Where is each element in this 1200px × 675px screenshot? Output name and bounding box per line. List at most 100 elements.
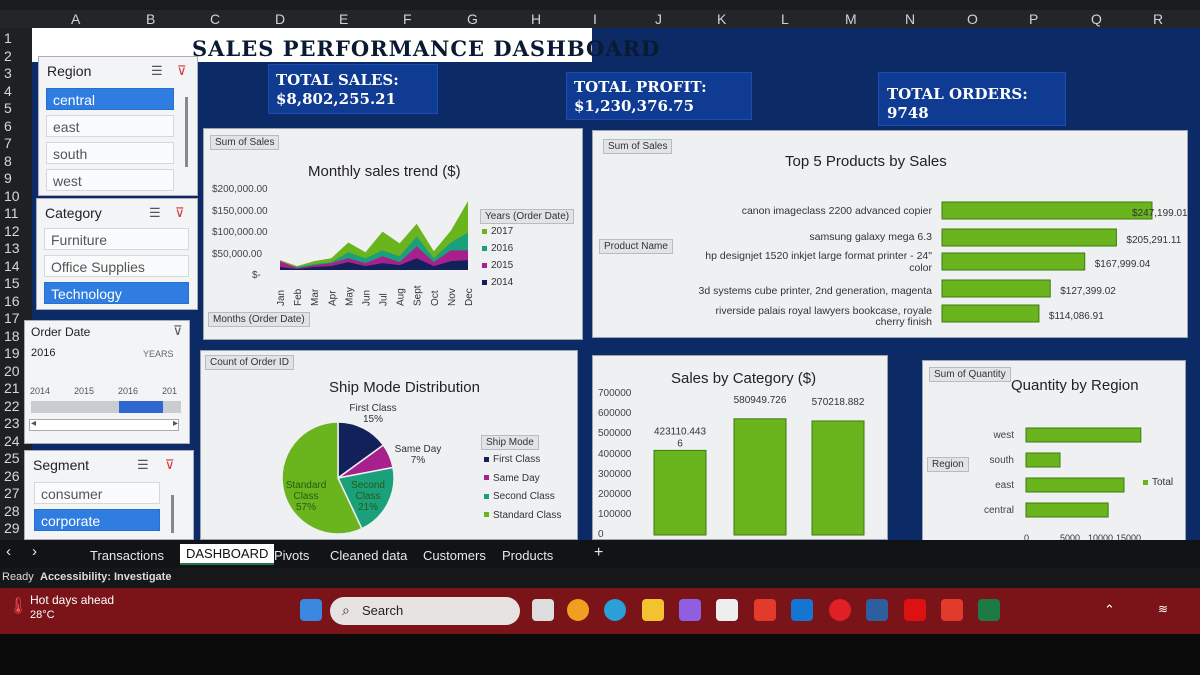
months-axis-pill[interactable]: Months (Order Date) bbox=[208, 312, 310, 327]
sheet-tab-products[interactable]: Products bbox=[502, 548, 554, 563]
row-header-16[interactable]: 16 bbox=[4, 292, 20, 309]
column-header-h[interactable]: H bbox=[531, 11, 542, 27]
sheet-tab-cleaned-data[interactable]: Cleaned data bbox=[330, 548, 408, 563]
sheet-tab-dashboard[interactable]: DASHBOARD bbox=[180, 544, 275, 565]
pdf-icon[interactable] bbox=[904, 599, 926, 621]
column-header-n[interactable]: N bbox=[905, 11, 916, 27]
start-icon[interactable] bbox=[300, 599, 322, 621]
row-header-4[interactable]: 4 bbox=[4, 82, 12, 99]
scroll-right-icon[interactable]: › bbox=[32, 543, 37, 560]
row-header-17[interactable]: 17 bbox=[4, 310, 20, 326]
wifi-icon[interactable]: ≋ bbox=[1158, 602, 1169, 616]
timeline-level-dropdown[interactable]: YEARS bbox=[143, 349, 174, 359]
row-header-18[interactable]: 18 bbox=[4, 327, 20, 344]
slicer-item-technology[interactable]: Technology bbox=[44, 282, 189, 304]
row-header-26[interactable]: 26 bbox=[4, 467, 20, 484]
sum-of-sales-pill[interactable]: Sum of Sales bbox=[210, 135, 280, 150]
row-header-10[interactable]: 10 bbox=[4, 187, 20, 204]
row-header-29[interactable]: 29 bbox=[4, 520, 20, 536]
top5-products-chart[interactable]: Sum of Sales Top 5 Products by Sales Pro… bbox=[592, 130, 1188, 338]
multi-select-icon[interactable]: ☰ bbox=[151, 63, 163, 78]
sum-of-quantity-pill[interactable]: Sum of Quantity bbox=[929, 367, 1011, 382]
add-sheet-icon[interactable]: + bbox=[594, 544, 604, 561]
slicer-item-consumer[interactable]: consumer bbox=[34, 482, 160, 504]
sheet-tab-pivots[interactable]: Pivots bbox=[274, 548, 310, 563]
row-header-13[interactable]: 13 bbox=[4, 240, 20, 256]
slicer-item-east[interactable]: east bbox=[46, 115, 174, 137]
scroll-left-icon[interactable]: ‹ bbox=[6, 543, 11, 560]
row-header-28[interactable]: 28 bbox=[4, 502, 20, 519]
task-view-icon[interactable] bbox=[532, 599, 554, 621]
row-header-25[interactable]: 25 bbox=[4, 450, 20, 466]
multi-select-icon[interactable]: ☰ bbox=[137, 457, 149, 472]
count-of-order-id-pill[interactable]: Count of Order ID bbox=[205, 355, 294, 370]
scroll-left-icon[interactable]: ◂ bbox=[31, 418, 37, 429]
accessibility-status[interactable]: Accessibility: Investigate bbox=[40, 571, 172, 583]
excel-icon[interactable] bbox=[978, 599, 1000, 621]
multi-select-icon[interactable]: ☰ bbox=[149, 205, 161, 220]
column-header-a[interactable]: A bbox=[71, 11, 81, 27]
timeline-year-2014[interactable]: 2014 bbox=[30, 386, 51, 396]
row-header-23[interactable]: 23 bbox=[4, 415, 20, 431]
timeline-scrollbar[interactable] bbox=[29, 419, 179, 431]
row-header-12[interactable]: 12 bbox=[4, 222, 20, 239]
column-header-d[interactable]: D bbox=[275, 11, 286, 27]
clear-filter-icon[interactable]: ⊽ bbox=[173, 323, 183, 338]
clear-filter-icon[interactable]: ⊽ bbox=[165, 457, 175, 472]
row-header-22[interactable]: 22 bbox=[4, 397, 20, 414]
slicer-item-west[interactable]: west bbox=[46, 169, 174, 191]
column-header-l[interactable]: L bbox=[781, 11, 789, 27]
timeline-year-2015[interactable]: 2015 bbox=[74, 386, 95, 396]
slicer-item-furniture[interactable]: Furniture bbox=[44, 228, 189, 250]
row-header-27[interactable]: 27 bbox=[4, 485, 20, 501]
product-name-pill[interactable]: Product Name bbox=[599, 239, 673, 254]
row-header-8[interactable]: 8 bbox=[4, 152, 12, 169]
app-icon[interactable] bbox=[754, 599, 776, 621]
order-date-timeline[interactable]: Order Date ⊽ 2016 YEARS ◂ ▸ bbox=[24, 320, 190, 444]
column-header-i[interactable]: I bbox=[593, 11, 597, 27]
slicer-item-office-supplies[interactable]: Office Supplies bbox=[44, 255, 189, 277]
clear-filter-icon[interactable]: ⊽ bbox=[175, 205, 185, 220]
column-header-o[interactable]: O bbox=[967, 11, 978, 27]
sheet-tab-transactions[interactable]: Transactions bbox=[90, 548, 164, 563]
row-header-21[interactable]: 21 bbox=[4, 380, 20, 396]
slicer-item-central[interactable]: central bbox=[46, 88, 174, 110]
row-header-1[interactable]: 1 bbox=[4, 30, 12, 46]
weather-title[interactable]: Hot days ahead bbox=[30, 593, 115, 607]
row-header-3[interactable]: 3 bbox=[4, 65, 12, 81]
row-header-11[interactable]: 11 bbox=[4, 205, 19, 221]
sheet-tab-customers[interactable]: Customers bbox=[423, 548, 486, 563]
row-header-7[interactable]: 7 bbox=[4, 135, 12, 151]
outlook-icon[interactable] bbox=[791, 599, 813, 621]
copilot-icon[interactable] bbox=[679, 599, 701, 621]
row-header-15[interactable]: 15 bbox=[4, 275, 20, 291]
column-header-g[interactable]: G bbox=[467, 11, 478, 27]
slicer-item-corporate[interactable]: corporate bbox=[34, 509, 160, 531]
opera-icon[interactable] bbox=[829, 599, 851, 621]
edge-icon[interactable] bbox=[604, 599, 626, 621]
sales-by-category-chart[interactable]: Sales by Category ($) bbox=[592, 355, 888, 540]
file-explorer-icon[interactable] bbox=[642, 599, 664, 621]
row-header-20[interactable]: 20 bbox=[4, 362, 20, 379]
column-header-p[interactable]: P bbox=[1029, 11, 1039, 27]
slicer-scrollbar[interactable] bbox=[185, 97, 188, 167]
quantity-by-region-chart[interactable]: Sum of Quantity Quantity by Region Regio… bbox=[922, 360, 1186, 548]
column-header-j[interactable]: J bbox=[655, 11, 662, 27]
row-header-19[interactable]: 19 bbox=[4, 345, 20, 361]
column-header-r[interactable]: R bbox=[1153, 11, 1164, 27]
row-header-5[interactable]: 5 bbox=[4, 100, 12, 116]
row-header-24[interactable]: 24 bbox=[4, 432, 20, 449]
ship-mode-legend-pill[interactable]: Ship Mode bbox=[481, 435, 539, 450]
column-header-f[interactable]: F bbox=[403, 11, 412, 27]
row-header-2[interactable]: 2 bbox=[4, 47, 12, 64]
timeline-year-201[interactable]: 201 bbox=[162, 386, 178, 396]
app-icon[interactable] bbox=[866, 599, 888, 621]
row-header-6[interactable]: 6 bbox=[4, 117, 12, 134]
slicer-item-south[interactable]: south bbox=[46, 142, 174, 164]
region-field-pill[interactable]: Region bbox=[927, 457, 969, 472]
timeline-selection[interactable] bbox=[119, 401, 163, 413]
slicer-scrollbar[interactable] bbox=[171, 495, 174, 533]
clear-filter-icon[interactable]: ⊽ bbox=[177, 63, 187, 78]
column-header-k[interactable]: K bbox=[717, 11, 727, 27]
app-icon[interactable] bbox=[941, 599, 963, 621]
